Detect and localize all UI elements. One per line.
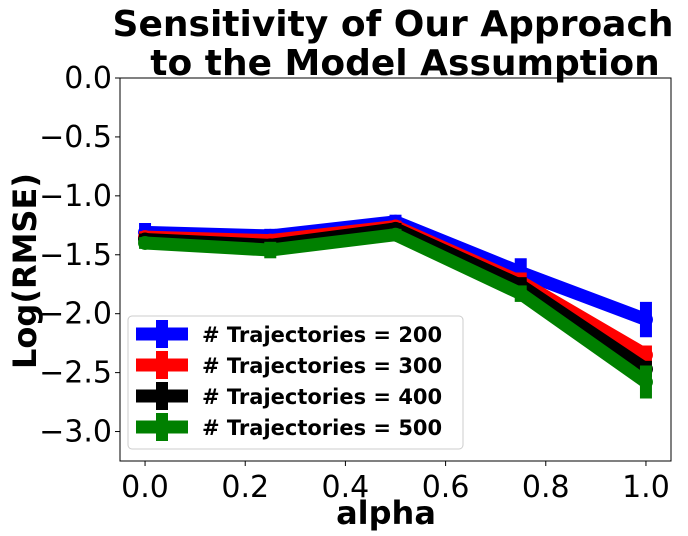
data-point [638, 347, 653, 362]
data-point [388, 227, 403, 242]
data-point [138, 235, 153, 250]
y-axis: 0.0 −0.5 −1.0 −1.5 −2.0 −2.5 −3.0 [39, 61, 120, 450]
data-point [638, 312, 653, 327]
legend-item: # Trajectories = 400 [136, 382, 442, 410]
legend: # Trajectories = 200 # Trajectories = 300… [127, 315, 464, 450]
x-tick-label: 0.8 [522, 470, 570, 505]
legend-label: # Trajectories = 200 [202, 323, 442, 347]
x-tick-label: 0.0 [121, 470, 169, 505]
x-tick-label: 1.0 [622, 470, 670, 505]
plot-area [138, 214, 653, 399]
data-point [513, 286, 528, 301]
legend-label: # Trajectories = 500 [202, 416, 442, 440]
y-tick-label: −1.5 [39, 238, 112, 273]
legend-label: # Trajectories = 300 [202, 354, 442, 378]
plot-frame [119, 77, 672, 462]
series-4 [138, 227, 653, 399]
y-tick-label: −2.5 [39, 356, 112, 391]
x-axis-label: alpha [336, 494, 436, 532]
chart-title-line-2: to the Model Assumption [150, 43, 659, 84]
legend-item: # Trajectories = 500 [136, 413, 442, 441]
legend-item: # Trajectories = 200 [136, 320, 442, 348]
legend-item: # Trajectories = 300 [136, 351, 442, 379]
x-axis: 0.0 0.2 0.4 0.6 0.8 1.0 [121, 461, 670, 505]
x-tick-label: 0.6 [422, 470, 470, 505]
y-tick-label: −0.5 [39, 120, 112, 155]
legend-label: # Trajectories = 400 [202, 385, 442, 409]
y-tick-label: −3.0 [39, 415, 112, 450]
x-tick-label: 0.4 [322, 470, 370, 505]
data-point [263, 243, 278, 258]
y-tick-label: −2.0 [39, 297, 112, 332]
y-axis-label: Log(RMSE) [6, 173, 44, 369]
chart-title-line-1: Sensitivity of Our Approach [113, 4, 674, 45]
legend-box [127, 315, 464, 450]
y-tick-label: 0.0 [64, 61, 112, 96]
data-point [638, 375, 653, 390]
chart-title: Sensitivity of Our Approach to the Model… [113, 4, 674, 84]
x-tick-label: 0.2 [221, 470, 269, 505]
y-tick-label: −1.0 [39, 179, 112, 214]
